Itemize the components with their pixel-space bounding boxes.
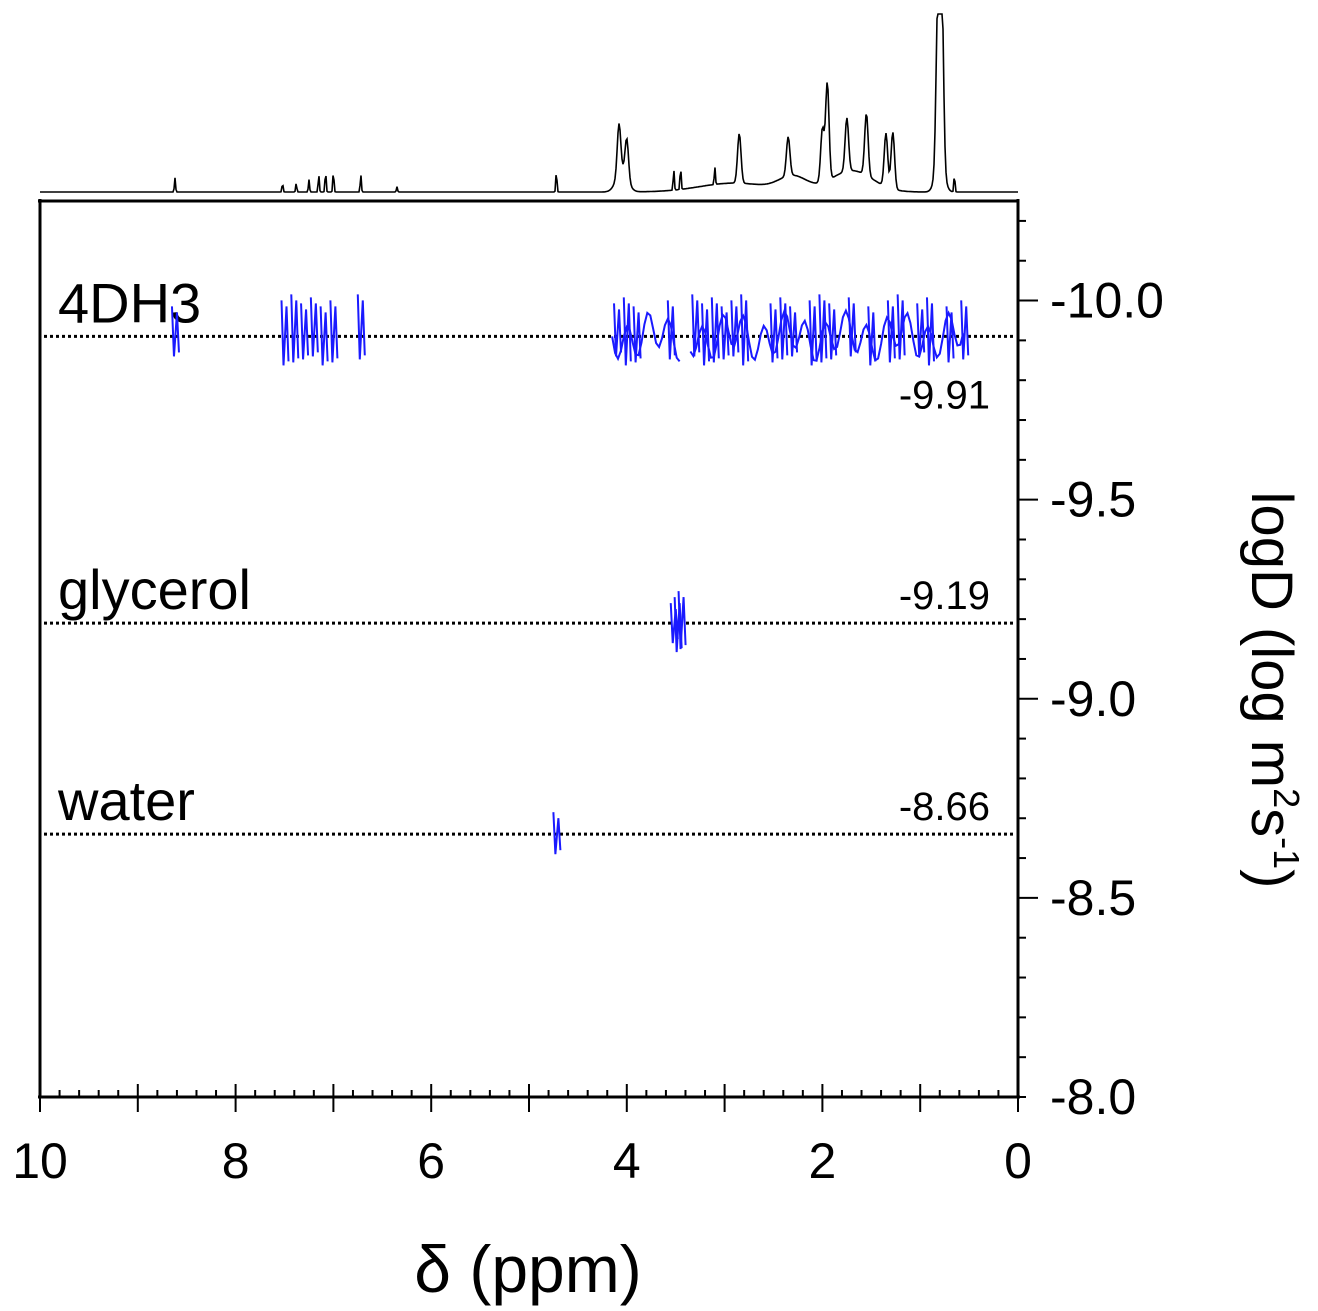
x-axis-ticks xyxy=(39,1084,1019,1112)
contour-signal xyxy=(280,300,290,366)
x-axis-tick-labels: 10 8 6 4 2 0 xyxy=(12,1133,1032,1189)
contour-signal xyxy=(789,306,799,357)
contour-signal xyxy=(613,303,623,357)
contour-signal xyxy=(170,306,180,357)
y-tick-label: -9.5 xyxy=(1050,472,1136,528)
contour-signal xyxy=(779,297,789,360)
dosy-contours xyxy=(170,294,970,855)
y-axis-label-main: logD (log m xyxy=(1239,492,1304,789)
contour-signal xyxy=(669,603,679,644)
contour-signal xyxy=(945,306,955,363)
contour-signal xyxy=(632,306,642,363)
y-axis-label-mid: s xyxy=(1239,808,1304,837)
contour-signal xyxy=(916,303,926,357)
y-axis-label-sup2: -1 xyxy=(1266,837,1307,869)
x-tick-label: 6 xyxy=(417,1133,445,1189)
x-axis-label: δ (ppm) xyxy=(414,1232,641,1306)
contour-signal xyxy=(960,300,970,360)
spectrum-projection xyxy=(40,13,1018,193)
contour-signal xyxy=(677,591,687,650)
contour-signal xyxy=(720,306,730,360)
y-tick-label: -8.5 xyxy=(1050,870,1136,926)
x-tick-label: 0 xyxy=(1004,1133,1032,1189)
y-axis-label-end: ) xyxy=(1239,869,1304,888)
y-axis-label: logD (log m2s-1) xyxy=(1239,492,1307,889)
x-tick-label: 2 xyxy=(808,1133,836,1189)
contour-band xyxy=(689,307,965,362)
species-logd-value: -8.66 xyxy=(899,785,990,829)
x-tick-label: 8 xyxy=(222,1133,250,1189)
species-label: water xyxy=(57,769,195,832)
species-lines: 4DH3 -9.91 glycerol -9.19 water -8.66 xyxy=(44,271,1014,836)
contour-signal xyxy=(309,297,319,357)
species-logd-value: -9.91 xyxy=(899,373,990,417)
contour-signal xyxy=(691,294,701,357)
spectrum-trace xyxy=(40,13,1018,193)
y-tick-label: -10.0 xyxy=(1050,273,1164,329)
contour-signal xyxy=(552,812,562,855)
contour-band xyxy=(611,311,681,363)
contour-signal xyxy=(730,300,740,357)
x-tick-label: 10 xyxy=(12,1133,68,1189)
contour-signal xyxy=(769,303,779,363)
contour-signal xyxy=(300,303,310,360)
y-axis-tick-labels: -10.0 -9.5 -9.0 -8.5 -8.0 xyxy=(1050,273,1164,1125)
y-axis-ticks xyxy=(1018,219,1038,1098)
contour-signal xyxy=(329,300,339,363)
species-logd-value: -9.19 xyxy=(899,574,990,618)
contour-signal xyxy=(319,306,329,366)
species-label: glycerol xyxy=(58,558,251,621)
contour-signal xyxy=(290,294,300,363)
y-axis-label-sup1: 2 xyxy=(1266,788,1307,808)
y-tick-label: -8.0 xyxy=(1050,1069,1136,1125)
contour-signal xyxy=(356,294,366,360)
species-label: 4DH3 xyxy=(58,271,201,334)
y-tick-label: -9.0 xyxy=(1050,671,1136,727)
contour-signal xyxy=(886,300,896,363)
contour-signal xyxy=(808,300,818,366)
x-tick-label: 4 xyxy=(613,1133,641,1189)
